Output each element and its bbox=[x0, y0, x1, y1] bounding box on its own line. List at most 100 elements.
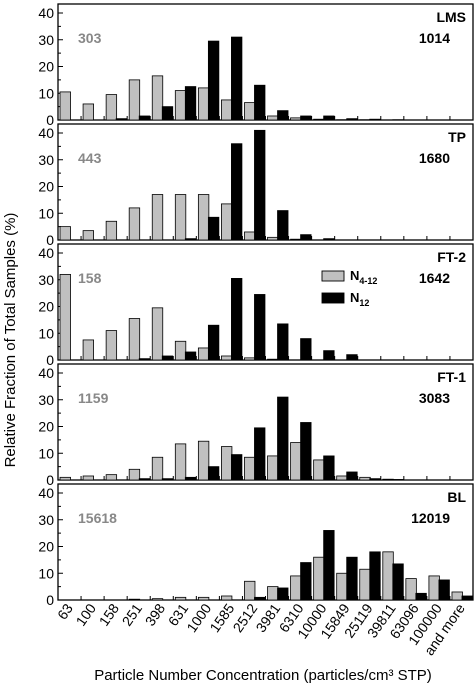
bar-n12-bl-15 bbox=[415, 592, 427, 601]
bar-n12-lms-10 bbox=[300, 115, 312, 121]
bar-n12-lms-11 bbox=[323, 115, 335, 121]
count-n4-12: 15618 bbox=[78, 510, 117, 526]
legend-label-main: N bbox=[350, 268, 359, 283]
panel-label: BL bbox=[447, 489, 466, 505]
panel-lms: 0 10 20 30 40 LMS 303 1014 bbox=[38, 3, 474, 128]
bar-n4-12-tp-0 bbox=[59, 226, 71, 241]
bar-n4-12-bl-4 bbox=[151, 598, 164, 601]
bar-n12-ft-2-12 bbox=[346, 354, 358, 361]
bar-n4-12-tp-5 bbox=[174, 194, 187, 241]
legend-label-sub: 4-12 bbox=[359, 276, 377, 286]
legend-label-sub: 12 bbox=[359, 298, 369, 308]
bar-n12-bl-11 bbox=[323, 530, 335, 601]
x-tick-label: 1000 bbox=[183, 600, 214, 635]
x-tick-label: 398 bbox=[142, 600, 169, 628]
bar-n4-12-ft-1-2 bbox=[105, 474, 118, 481]
legend-label-n412: N4-12 bbox=[350, 268, 377, 286]
y-tick-label: 30 bbox=[38, 512, 54, 528]
bar-n12-lms-13 bbox=[369, 118, 381, 121]
bar-n12-lms-7 bbox=[231, 36, 243, 121]
bar-n4-12-lms-4 bbox=[151, 75, 164, 121]
y-tick-label: 40 bbox=[38, 365, 54, 381]
y-tick-label: 0 bbox=[46, 232, 54, 248]
bar-n4-12-ft-1-5 bbox=[174, 443, 187, 481]
bar-n12-ft-2-9 bbox=[277, 323, 289, 361]
x-tick-label: 2512 bbox=[229, 600, 260, 635]
bar-n4-12-tp-2 bbox=[105, 220, 118, 241]
bar-n4-12-ft-2-9 bbox=[267, 358, 279, 361]
bar-n4-12-tp-6 bbox=[197, 194, 210, 241]
bar-n12-tp-8 bbox=[254, 129, 266, 241]
bar-n4-12-lms-9 bbox=[267, 115, 279, 121]
bar-n12-ft-1-9 bbox=[277, 396, 289, 481]
bar-n12-ft-1-7 bbox=[231, 454, 243, 481]
legend-label-n12: N12 bbox=[350, 290, 369, 308]
bar-n4-12-bl-8 bbox=[244, 580, 256, 601]
bar-n4-12-tp-7 bbox=[221, 203, 233, 241]
x-tick-label: 251 bbox=[119, 600, 146, 628]
bar-n12-ft-1-13 bbox=[369, 478, 381, 481]
legend-swatch-n412 bbox=[321, 270, 345, 282]
y-tick-label: 40 bbox=[38, 5, 54, 21]
bar-n4-12-bl-5 bbox=[174, 596, 187, 601]
y-tick-label: 0 bbox=[46, 592, 54, 608]
bar-n4-12-tp-4 bbox=[151, 194, 164, 241]
bar-n12-tp-7 bbox=[231, 143, 243, 241]
bar-n4-12-bl-6 bbox=[197, 596, 210, 601]
bar-n4-12-lms-0 bbox=[59, 91, 71, 121]
bar-n12-lms-5 bbox=[184, 86, 197, 121]
bar-n12-ft-1-4 bbox=[161, 478, 174, 481]
bar-n12-lms-8 bbox=[254, 84, 266, 121]
count-n4-12: 303 bbox=[78, 30, 102, 46]
y-tick-label: 10 bbox=[38, 85, 54, 101]
bar-n4-12-bl-3 bbox=[128, 598, 141, 601]
bar-n4-12-lms-6 bbox=[197, 87, 210, 121]
bar-n4-12-lms-7 bbox=[221, 99, 233, 121]
bar-n12-bl-12 bbox=[346, 556, 358, 601]
bar-n4-12-tp-1 bbox=[82, 230, 94, 241]
bar-n12-bl-13 bbox=[369, 551, 381, 601]
bar-n4-12-bl-13 bbox=[359, 568, 371, 601]
bar-n12-ft-1-3 bbox=[138, 478, 151, 481]
bar-n12-ft-2-8 bbox=[254, 294, 266, 361]
bar-n4-12-bl-12 bbox=[336, 572, 348, 601]
count-n12: 1642 bbox=[419, 270, 450, 286]
bar-n12-bl-9 bbox=[277, 587, 289, 601]
bar-n4-12-ft-1-12 bbox=[336, 475, 348, 481]
y-tick-label: 20 bbox=[38, 299, 54, 315]
bar-n4-12-bl-11 bbox=[313, 556, 325, 601]
panel-label: FT-2 bbox=[437, 249, 466, 265]
bar-n12-bl-17 bbox=[461, 595, 473, 601]
y-tick-label: 20 bbox=[38, 179, 54, 195]
bar-n12-ft-2-6 bbox=[207, 324, 220, 361]
bar-n12-tp-9 bbox=[277, 210, 289, 241]
bar-n4-12-ft-1-8 bbox=[244, 456, 256, 481]
x-tick-label: 158 bbox=[96, 600, 123, 628]
bar-n4-12-lms-5 bbox=[174, 90, 187, 121]
bar-n4-12-bl-14 bbox=[382, 551, 394, 601]
y-tick-label: 0 bbox=[46, 472, 54, 488]
count-n12: 1680 bbox=[419, 150, 450, 166]
panels-group: 0 10 20 30 40 LMS 303 1014 0 10 20 30 40 TP 443 1680 0 10… bbox=[38, 3, 474, 608]
y-tick-label: 10 bbox=[38, 325, 54, 341]
bar-n4-12-lms-2 bbox=[105, 94, 118, 121]
x-axis-label: Particle Number Concentration (particles… bbox=[94, 667, 432, 684]
y-tick-label: 20 bbox=[38, 539, 54, 555]
bar-n12-tp-5 bbox=[184, 238, 197, 241]
bar-n12-lms-6 bbox=[207, 40, 220, 121]
bar-n12-ft-2-4 bbox=[161, 355, 174, 361]
legend-swatch-n12 bbox=[321, 292, 345, 304]
count-n12: 12019 bbox=[411, 510, 450, 526]
y-tick-label: 40 bbox=[38, 245, 54, 261]
x-tick-label: 100 bbox=[73, 600, 100, 628]
bar-n12-bl-14 bbox=[392, 563, 404, 601]
panel-label: FT-1 bbox=[437, 369, 466, 385]
bar-n12-lms-9 bbox=[277, 110, 289, 121]
bar-n12-ft-2-5 bbox=[184, 351, 197, 361]
bar-n4-12-ft-2-2 bbox=[105, 330, 118, 361]
y-tick-label: 30 bbox=[38, 152, 54, 168]
y-tick-label: 40 bbox=[38, 125, 54, 141]
bar-n4-12-ft-1-13 bbox=[359, 476, 371, 481]
